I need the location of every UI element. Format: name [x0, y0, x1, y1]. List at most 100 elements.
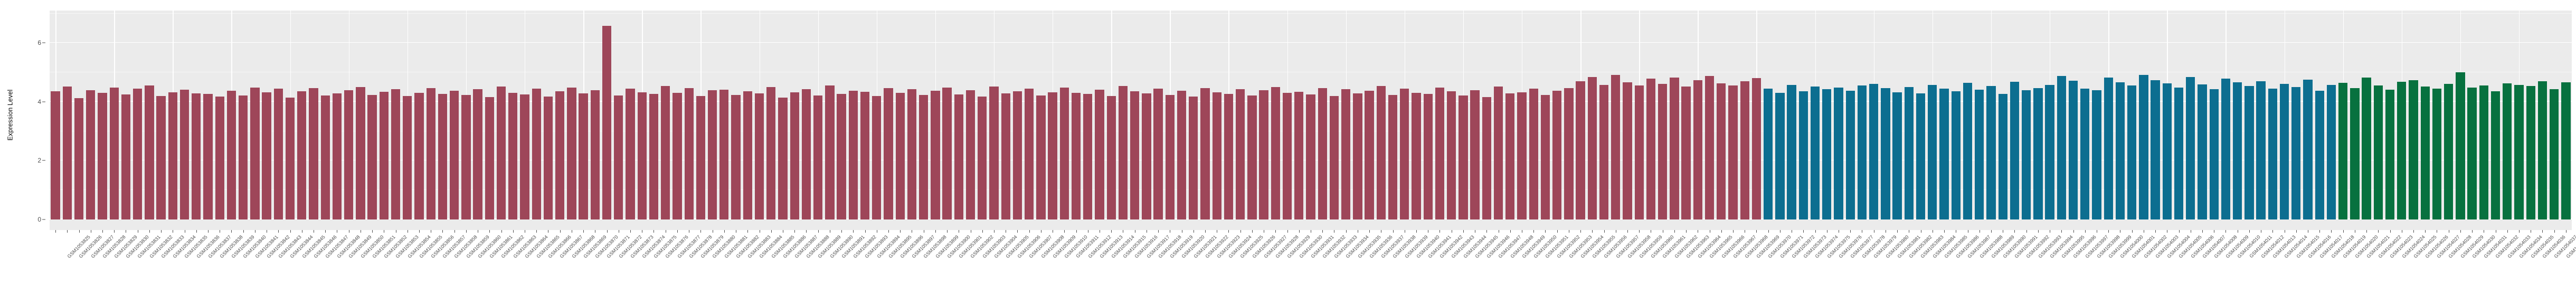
- bar: [332, 93, 342, 219]
- bar: [2186, 77, 2195, 219]
- bar: [2420, 86, 2430, 219]
- bar: [2068, 80, 2078, 219]
- bar: [2338, 83, 2348, 219]
- x-axis-tick-mark: [2518, 230, 2520, 233]
- bar: [496, 87, 506, 219]
- bar: [2209, 89, 2219, 219]
- bar: [2315, 90, 2324, 219]
- x-axis-tick-mark: [2554, 230, 2555, 233]
- bar: [2350, 88, 2360, 219]
- bar: [250, 87, 260, 219]
- bar: [1611, 74, 1621, 219]
- x-axis-tick-mark: [1779, 230, 1781, 233]
- x-axis-tick-mark: [1592, 230, 1593, 233]
- bar: [391, 89, 401, 219]
- bar: [1459, 95, 1468, 219]
- bar: [602, 26, 612, 219]
- bar: [145, 85, 154, 219]
- x-axis-tick-mark: [1510, 230, 1511, 233]
- bar: [848, 90, 858, 219]
- x-axis-tick-mark: [2202, 230, 2203, 233]
- bar: [1482, 97, 1491, 219]
- bar: [1048, 92, 1057, 219]
- bar: [1857, 85, 1867, 219]
- bar: [2303, 79, 2313, 219]
- x-axis-tick-mark: [2296, 230, 2297, 233]
- grid-line-major: [50, 42, 2572, 43]
- bar: [1798, 91, 1808, 219]
- bar: [1142, 93, 1151, 219]
- bar: [931, 91, 940, 219]
- bar: [1189, 97, 1198, 219]
- x-axis-tick-mark: [1768, 230, 1769, 233]
- x-axis-tick-mark: [993, 230, 995, 233]
- bar: [2127, 85, 2137, 219]
- bar: [707, 90, 717, 219]
- bar: [1764, 89, 1773, 219]
- bar: [555, 91, 565, 219]
- bar: [673, 92, 682, 219]
- bar: [320, 95, 330, 219]
- x-axis-tick-mark: [489, 230, 490, 233]
- bar: [121, 94, 131, 219]
- bar: [473, 89, 482, 219]
- bar: [262, 92, 271, 219]
- x-axis-tick-mark: [2108, 230, 2109, 233]
- x-axis-tick-mark: [947, 230, 948, 233]
- x-axis-tick-mark: [196, 230, 197, 233]
- bar: [98, 93, 107, 219]
- x-axis-tick-mark: [1686, 230, 1687, 233]
- x-axis-tick-mark: [2155, 230, 2156, 233]
- bar: [743, 91, 752, 219]
- x-axis-tick-mark: [79, 230, 80, 233]
- bar: [1717, 83, 1726, 219]
- x-axis-tick-mark: [208, 230, 209, 233]
- x-axis-tick-mark: [114, 230, 115, 233]
- bar: [1740, 81, 1749, 219]
- bar: [2244, 86, 2254, 219]
- bar: [86, 90, 96, 219]
- x-axis-tick-mark: [1287, 230, 1288, 233]
- x-axis-tick-mark: [1803, 230, 1804, 233]
- x-axis-tick-mark: [442, 230, 443, 233]
- bar: [2115, 82, 2125, 219]
- x-axis-tick-mark: [372, 230, 373, 233]
- bar: [1822, 89, 1832, 219]
- y-axis-tick-labels: 0 2 4 6: [20, 0, 46, 230]
- x-axis-tick-mark: [1897, 230, 1898, 233]
- x-axis-tick-mark: [630, 230, 631, 233]
- x-axis-tick-mark: [982, 230, 983, 233]
- bar: [2467, 87, 2477, 219]
- bar: [2432, 88, 2442, 219]
- bar: [51, 91, 60, 219]
- x-axis-tick-mark: [325, 230, 326, 233]
- bar: [825, 85, 835, 219]
- x-axis-tick-mark: [102, 230, 103, 233]
- x-axis-tick-mark: [419, 230, 420, 233]
- x-axis-tick-mark: [2026, 230, 2027, 233]
- x-axis-tick-mark: [806, 230, 807, 233]
- bar: [954, 94, 963, 219]
- bar: [1153, 88, 1163, 219]
- x-axis-tick-mark: [888, 230, 889, 233]
- bar: [2198, 84, 2207, 219]
- bar: [1271, 87, 1280, 219]
- bar: [1200, 88, 1210, 219]
- x-axis-tick-mark: [67, 230, 68, 233]
- bar: [1787, 84, 1796, 219]
- bar: [1939, 89, 1949, 219]
- x-axis-tick-mark: [607, 230, 608, 233]
- bar: [1024, 89, 1034, 219]
- bar: [2385, 90, 2395, 219]
- bar: [790, 92, 799, 219]
- bar: [2080, 88, 2090, 219]
- x-axis-band: [50, 219, 2572, 230]
- bar: [414, 92, 424, 219]
- bar: [2291, 87, 2301, 219]
- x-axis-tick-mark: [1463, 230, 1464, 233]
- bar: [1341, 89, 1351, 219]
- bar: [1493, 87, 1503, 219]
- bar: [1376, 86, 1386, 219]
- bar: [461, 95, 471, 219]
- y-axis-title-text: Expression Level: [6, 89, 14, 141]
